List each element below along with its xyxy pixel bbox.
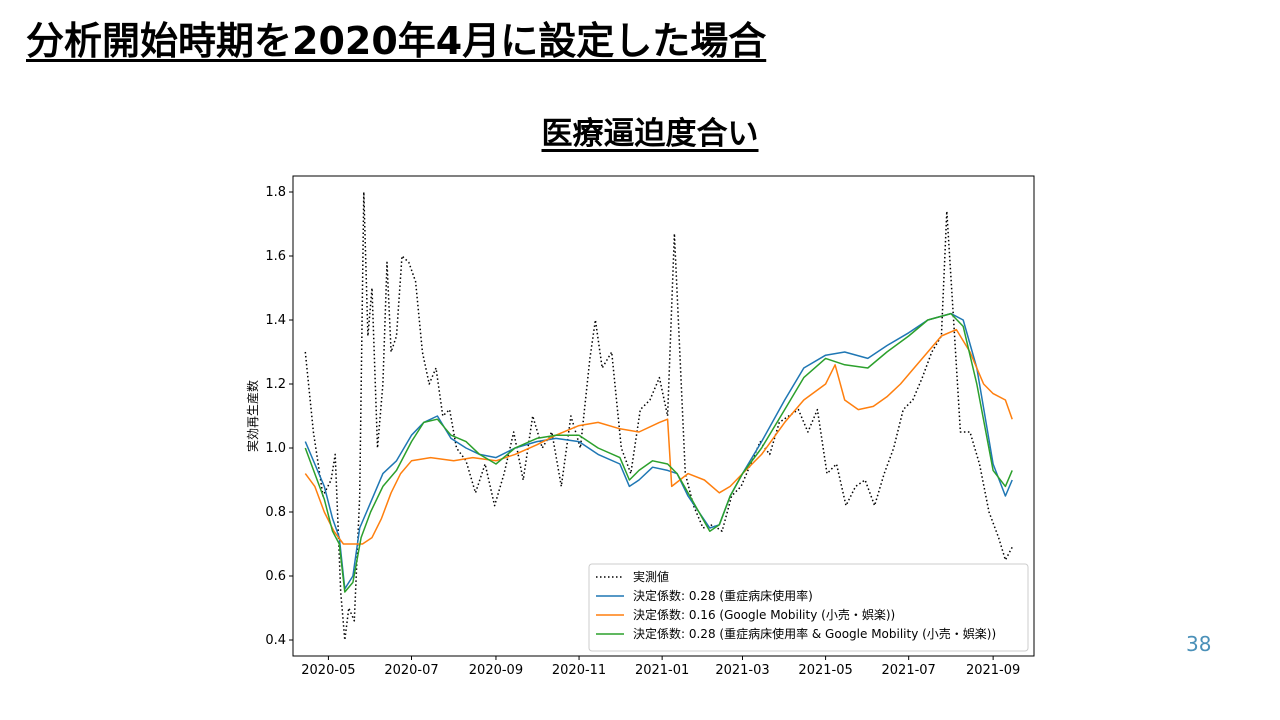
legend-label-model-2: 決定係数: 0.16 (Google Mobility (小売・娯楽)) [633, 607, 895, 622]
series-layer [304, 191, 1013, 641]
page-number: 38 [1186, 632, 1212, 656]
y-tick-label: 1.4 [265, 313, 286, 328]
legend-label-observed: 実測値 [633, 569, 669, 584]
x-tick-label: 2020-05 [301, 663, 355, 678]
series-line-1 [304, 312, 1013, 590]
legend-label-model-1: 決定係数: 0.28 (重症病床使用率) [633, 588, 813, 603]
y-tick-label: 1.2 [265, 377, 286, 392]
series-line-0 [304, 191, 1013, 641]
y-tick-label: 0.4 [265, 633, 286, 648]
y-axis: 0.4 0.6 0.8 1.0 1.2 1.4 1.6 1.8 [265, 185, 293, 648]
legend: 実測値 決定係数: 0.28 (重症病床使用率) 決定係数: 0.16 (Goo… [588, 563, 1029, 652]
x-axis: 2020-05 2020-07 2020-09 2020-11 2021-01 2021-… [301, 656, 1020, 678]
line-chart: 実効再生産数 0.40.60.81.01.21.41.61.8 2020-05 2… [245, 175, 1035, 678]
legend-box [588, 563, 1029, 652]
y-tick-label: 1.6 [265, 249, 286, 264]
y-tick-label: 0.8 [265, 505, 286, 520]
y-tick-label: 1.8 [265, 185, 286, 200]
chart-title: 医療逼迫度合い [541, 116, 759, 152]
x-tick-label: 2021-03 [715, 663, 769, 678]
y-tick-label: 1.0 [265, 441, 286, 456]
x-tick-label: 2021-09 [966, 663, 1020, 678]
series-line-2 [304, 328, 1013, 545]
series-line-3 [304, 312, 1013, 593]
y-tick-label: 0.6 [265, 569, 286, 584]
x-tick-label: 2020-09 [469, 663, 523, 678]
x-tick-label: 2020-11 [552, 663, 606, 678]
x-tick-label: 2021-05 [798, 663, 852, 678]
x-tick-label: 2021-07 [882, 663, 936, 678]
x-tick-label: 2020-07 [384, 663, 438, 678]
slide-title: 分析開始時期を2020年4月に設定した場合 [26, 19, 767, 63]
x-tick-label: 2021-01 [635, 663, 689, 678]
y-axis-label: 実効再生産数 [245, 380, 260, 452]
legend-label-model-3: 決定係数: 0.28 (重症病床使用率 & Google Mobility (小… [633, 626, 996, 641]
